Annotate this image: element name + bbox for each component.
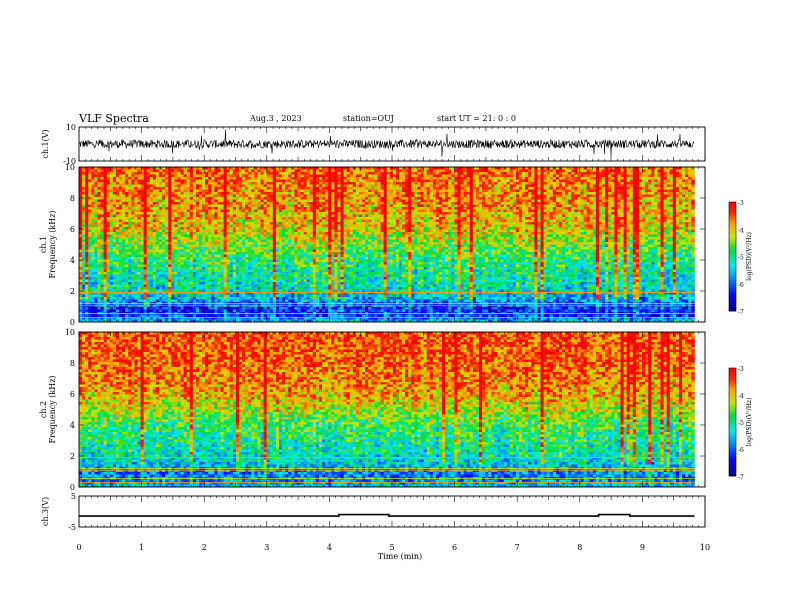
x-tick-label-10: 10 [700,543,710,552]
station-label: station=OUJ [343,114,394,123]
date-label: Aug.3 , 2023 [250,114,302,123]
ch1-spectrogram-colorbar-tick--4: -4 [738,227,744,234]
ch1-spectrogram-ytick-6: 6 [70,225,75,234]
ch1-waveform-ytick-top: 10 [66,123,76,132]
x-tick-label-3: 3 [264,543,269,552]
ch2-spectrogram-ylabel-0: ch.2 [39,401,48,418]
ch2-spectrogram-ytick-6: 6 [70,390,75,399]
ch1-spectrogram-colorbar-label: log(PSD)(V²/Hz) [746,232,753,281]
ch1-spectrogram-ytick-0: 0 [70,318,75,327]
ch1-waveform-line [79,130,694,158]
x-axis-label: Time (min) [378,552,422,561]
ch1-spectrogram-ytick-8: 8 [70,194,75,203]
ch1-spectrogram-colorbar-tick--7: -7 [738,309,744,316]
ch3-signal-ytick-bottom: -5 [68,523,76,532]
x-tick-label-4: 4 [327,543,332,552]
ch1-spectrogram-ytick-2: 2 [70,287,75,296]
ch3-signal-ytick-top: 5 [71,492,76,501]
ch2-spectrogram-colorbar [729,368,736,476]
ch1-spectrogram-colorbar-tick--3: -3 [738,200,744,207]
ch1-spectrogram-colorbar [729,202,736,311]
x-tick-label-1: 1 [139,543,144,552]
ch1-spectrogram-ylabel-0: ch.1 [39,236,48,253]
ch2-spectrogram-ylabel-1: Frequency (kHz) [48,375,57,443]
ch2-spectrogram-colorbar-tick--3: -3 [738,366,744,373]
ch1-spectrogram-ytick-10: 10 [65,163,75,172]
figure-title: VLF Spectra [79,112,149,125]
x-tick-label-6: 6 [452,543,457,552]
ch1-waveform-ylabel: ch.1(V) [41,129,50,158]
ch2-spectrogram-colorbar-label: log(PSD)(V²/Hz) [746,398,753,447]
start-ut-label: start UT = 21: 0 : 0 [437,114,516,123]
x-tick-label-2: 2 [202,543,207,552]
ch2-spectrogram-colorbar-tick--5: -5 [738,420,744,427]
x-tick-label-7: 7 [515,543,520,552]
ch1-spectrogram-ylabel-1: Frequency (kHz) [48,210,57,278]
ch2-spectrogram-colorbar-tick--4: -4 [738,393,744,400]
ch1-spectrogram-heatmap [79,167,695,322]
ch2-spectrogram-ytick-2: 2 [70,452,75,461]
ch2-spectrogram-colorbar-tick--6: -6 [738,447,744,454]
ch2-spectrogram-ytick-0: 0 [70,483,75,492]
x-tick-label-0: 0 [76,543,81,552]
ch2-spectrogram-ytick-4: 4 [70,421,75,430]
ch1-spectrogram-ytick-4: 4 [70,256,75,265]
x-tick-label-5: 5 [389,543,394,552]
ch2-spectrogram-ytick-10: 10 [65,328,75,337]
ch2-spectrogram-ytick-8: 8 [70,359,75,368]
panels-layer [79,130,736,517]
ch3-signal-ylabel: ch.3(V) [41,497,50,526]
ch1-spectrogram-colorbar-tick--6: -6 [738,282,744,289]
ch2-spectrogram-colorbar-tick--7: -7 [738,474,744,481]
ch2-spectrogram-heatmap [79,332,695,487]
x-tick-label-9: 9 [640,543,645,552]
x-tick-label-8: 8 [577,543,582,552]
ch1-spectrogram-colorbar-tick--5: -5 [738,255,744,262]
ch3-signal-line [79,515,694,517]
